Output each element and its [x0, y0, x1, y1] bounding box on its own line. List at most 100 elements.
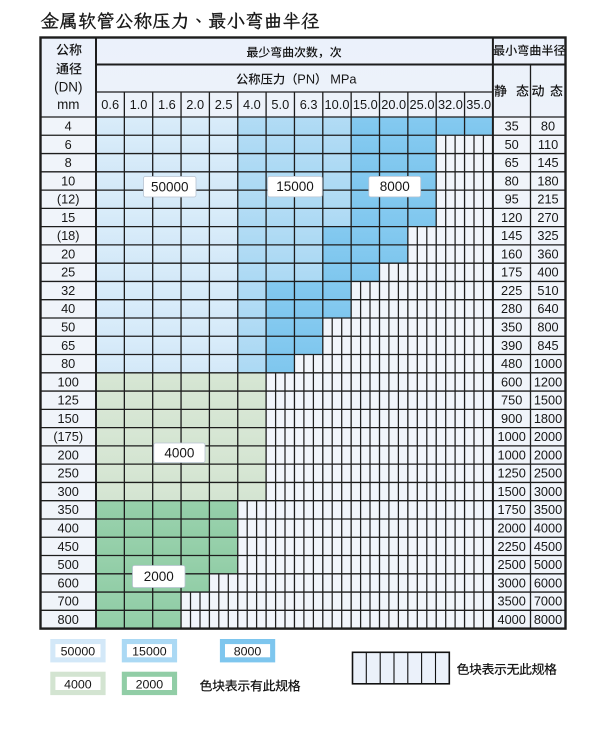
svg-text:160: 160 — [501, 246, 522, 261]
svg-text:8000: 8000 — [534, 612, 562, 627]
svg-text:25: 25 — [61, 265, 75, 280]
svg-text:145: 145 — [537, 155, 558, 170]
svg-text:20.0: 20.0 — [381, 97, 406, 112]
svg-text:100: 100 — [58, 374, 79, 389]
svg-text:1.0: 1.0 — [130, 97, 148, 112]
svg-text:1.6: 1.6 — [158, 97, 176, 112]
svg-text:1500: 1500 — [534, 393, 562, 408]
svg-text:300: 300 — [58, 484, 79, 499]
svg-text:80: 80 — [61, 356, 75, 371]
svg-text:360: 360 — [537, 246, 558, 261]
svg-text:95: 95 — [505, 192, 519, 207]
svg-text:50: 50 — [61, 320, 75, 335]
svg-text:350: 350 — [501, 320, 522, 335]
svg-text:1750: 1750 — [498, 502, 526, 517]
svg-text:3500: 3500 — [534, 502, 562, 517]
svg-text:2000: 2000 — [534, 429, 562, 444]
svg-text:5.0: 5.0 — [271, 97, 289, 112]
svg-text:145: 145 — [501, 228, 522, 243]
svg-text:6000: 6000 — [534, 575, 562, 590]
svg-text:35: 35 — [505, 119, 519, 134]
svg-text:1250: 1250 — [498, 466, 526, 481]
svg-text:15000: 15000 — [276, 179, 314, 194]
svg-text:700: 700 — [58, 594, 79, 609]
svg-text:280: 280 — [501, 301, 522, 316]
svg-text:4000: 4000 — [164, 445, 194, 460]
svg-text:800: 800 — [537, 320, 558, 335]
svg-text:40: 40 — [61, 301, 75, 316]
svg-text:2000: 2000 — [144, 569, 174, 584]
svg-text:2000: 2000 — [534, 447, 562, 462]
svg-text:2000: 2000 — [498, 521, 526, 536]
svg-text:225: 225 — [501, 283, 522, 298]
svg-text:1800: 1800 — [534, 411, 562, 426]
svg-text:180: 180 — [537, 173, 558, 188]
svg-text:3500: 3500 — [498, 594, 526, 609]
svg-text:50000: 50000 — [61, 645, 96, 659]
svg-text:8000: 8000 — [234, 645, 262, 659]
svg-text:MPa: MPa — [330, 72, 357, 87]
svg-text:PN: PN — [297, 72, 315, 87]
svg-text:32: 32 — [61, 283, 75, 298]
svg-text:200: 200 — [58, 447, 79, 462]
svg-text:2250: 2250 — [498, 539, 526, 554]
svg-text:10: 10 — [61, 173, 75, 188]
svg-text:750: 750 — [501, 393, 522, 408]
svg-text:640: 640 — [537, 301, 558, 316]
svg-text:2000: 2000 — [136, 677, 164, 691]
svg-text:325: 325 — [537, 228, 558, 243]
svg-text:(12): (12) — [57, 192, 80, 207]
svg-text:1500: 1500 — [498, 484, 526, 499]
svg-text:450: 450 — [58, 539, 79, 554]
svg-text:4000: 4000 — [534, 521, 562, 536]
svg-text:2500: 2500 — [534, 466, 562, 481]
svg-text:15.0: 15.0 — [353, 97, 378, 112]
svg-text:65: 65 — [505, 155, 519, 170]
svg-text:270: 270 — [537, 210, 558, 225]
svg-text:1200: 1200 — [534, 374, 562, 389]
svg-text:120: 120 — [501, 210, 522, 225]
svg-text:(175): (175) — [53, 429, 83, 444]
svg-text:2500: 2500 — [498, 557, 526, 572]
svg-text:4.0: 4.0 — [243, 97, 261, 112]
svg-text:2.5: 2.5 — [215, 97, 233, 112]
svg-text:65: 65 — [61, 338, 75, 353]
svg-text:500: 500 — [58, 557, 79, 572]
svg-text:5000: 5000 — [534, 557, 562, 572]
svg-text:6: 6 — [65, 137, 72, 152]
svg-text:4: 4 — [65, 119, 72, 134]
svg-text:0.6: 0.6 — [101, 97, 119, 112]
svg-text:50000: 50000 — [151, 179, 189, 194]
svg-text:mm: mm — [57, 97, 79, 112]
svg-text:80: 80 — [541, 119, 555, 134]
svg-text:2.0: 2.0 — [186, 97, 204, 112]
svg-text:110: 110 — [538, 137, 558, 152]
svg-text:845: 845 — [537, 338, 558, 353]
svg-text:4000: 4000 — [64, 677, 92, 691]
svg-text:250: 250 — [58, 466, 79, 481]
svg-text:3000: 3000 — [498, 575, 526, 590]
svg-text:900: 900 — [501, 411, 522, 426]
svg-text:6.3: 6.3 — [300, 97, 318, 112]
svg-text:350: 350 — [58, 502, 79, 517]
svg-text:50: 50 — [505, 137, 519, 152]
svg-text:(DN): (DN) — [54, 80, 82, 95]
svg-text:175: 175 — [501, 265, 522, 280]
svg-text:400: 400 — [58, 521, 79, 536]
svg-text:15000: 15000 — [132, 645, 167, 659]
svg-text:480: 480 — [501, 356, 522, 371]
svg-text:600: 600 — [58, 575, 79, 590]
svg-text:1000: 1000 — [534, 356, 562, 371]
svg-text:125: 125 — [58, 393, 79, 408]
svg-text:4000: 4000 — [498, 612, 526, 627]
svg-text:15: 15 — [61, 210, 75, 225]
svg-text:32.0: 32.0 — [438, 97, 463, 112]
svg-text:3000: 3000 — [534, 484, 562, 499]
svg-text:25.0: 25.0 — [410, 97, 435, 112]
svg-text:1000: 1000 — [498, 429, 526, 444]
svg-text:390: 390 — [501, 338, 522, 353]
svg-text:600: 600 — [501, 374, 522, 389]
svg-text:510: 510 — [537, 283, 558, 298]
svg-text:(18): (18) — [57, 228, 80, 243]
svg-text:8: 8 — [65, 155, 72, 170]
